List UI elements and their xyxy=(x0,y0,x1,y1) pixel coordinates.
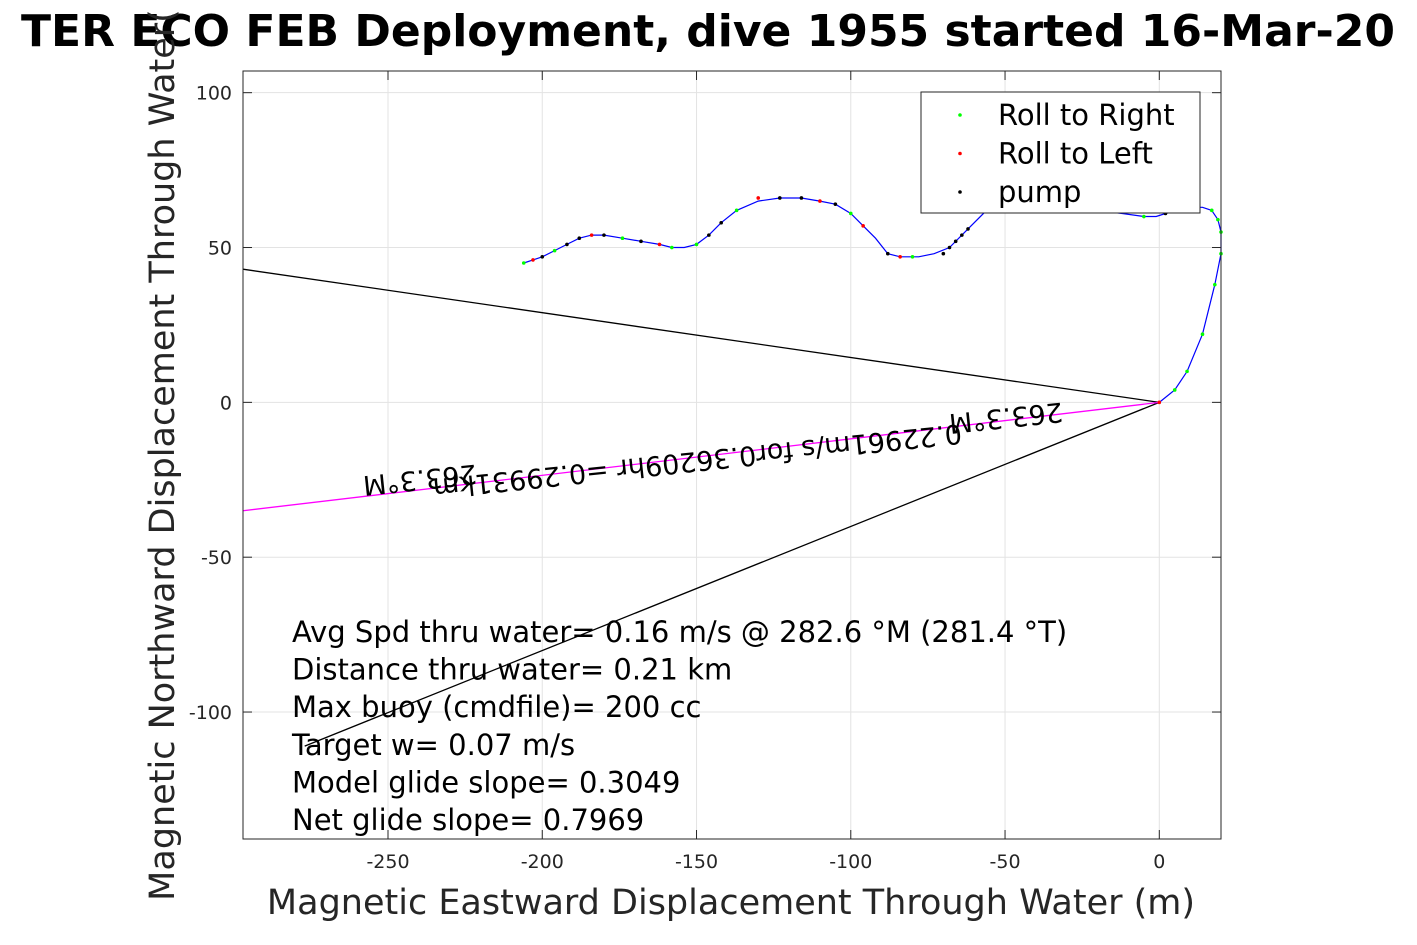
roll-left-point xyxy=(818,199,822,203)
x-tick-label: -200 xyxy=(521,851,564,873)
stats-line: Target w= 0.07 m/s xyxy=(291,728,575,762)
pump-point xyxy=(719,220,724,225)
roll-right-point xyxy=(734,208,739,213)
pump-point xyxy=(953,239,958,244)
legend-marker xyxy=(958,113,962,117)
pump-point xyxy=(565,242,569,247)
roll-left-point xyxy=(1157,400,1162,405)
stats-line: Model glide slope= 0.3049 xyxy=(292,765,680,799)
roll-right-point xyxy=(670,245,674,250)
legend-label: Roll to Right xyxy=(998,98,1175,132)
legend-marker xyxy=(958,190,962,194)
pump-point xyxy=(947,245,952,250)
roll-right-point xyxy=(620,236,625,241)
roll-left-point xyxy=(861,224,865,228)
roll-markers xyxy=(521,196,1223,405)
x-axis-label: Magnetic Eastward Displacement Through W… xyxy=(267,883,1195,923)
pump-point xyxy=(577,236,582,241)
x-tick-label: -50 xyxy=(990,851,1021,873)
roll-right-point xyxy=(1172,388,1177,392)
reference-line xyxy=(304,401,1160,747)
pump-point xyxy=(833,202,838,206)
roll-left-point xyxy=(898,255,902,259)
roll-left-point xyxy=(657,242,662,247)
y-tick-label: 100 xyxy=(196,83,232,105)
y-tick-label: 50 xyxy=(208,238,232,260)
stats-line: Distance thru water= 0.21 km xyxy=(292,653,732,687)
roll-right-point xyxy=(521,261,526,265)
pump-point xyxy=(639,239,643,244)
roll-left-point xyxy=(589,233,594,237)
legend-label: pump xyxy=(998,175,1081,209)
pump-point xyxy=(960,233,964,237)
roll-left-point xyxy=(756,196,761,200)
pump-point xyxy=(941,251,946,256)
reference-line xyxy=(242,401,1160,512)
pump-point xyxy=(540,255,545,259)
pump-point xyxy=(602,233,606,237)
roll-right-point xyxy=(552,248,557,253)
legend-label: Roll to Left xyxy=(998,137,1153,171)
pump-point xyxy=(707,233,711,237)
plot-frame xyxy=(242,70,1222,840)
pump-point xyxy=(886,251,890,256)
reference-line xyxy=(242,268,1160,403)
pump-point xyxy=(799,196,804,200)
roll-right-point xyxy=(1185,369,1189,374)
roll-right-point xyxy=(1200,332,1205,337)
legend[interactable]: Roll to Right Roll to Left pump xyxy=(920,91,1201,214)
roll-left-point xyxy=(531,258,535,262)
stats-text: Avg Spd thru water= 0.16 m/s @ 282.6 °M … xyxy=(291,615,1067,837)
pump-point xyxy=(966,227,970,231)
roll-right-point xyxy=(1142,214,1146,219)
roll-right-point xyxy=(694,242,699,247)
y-tick-label: -50 xyxy=(201,547,232,569)
y-tick-label: 0 xyxy=(220,392,232,414)
x-tick-label: 0 xyxy=(1153,851,1165,873)
y-tick-label: -100 xyxy=(189,702,232,724)
roll-right-point xyxy=(910,255,915,259)
chart-title: TER ECO FEB Deployment, dive 1955 starte… xyxy=(21,6,1395,57)
roll-right-point xyxy=(1209,208,1214,213)
y-axis-label: Magnetic Northward Displacement Through … xyxy=(143,9,183,901)
stats-line: Avg Spd thru water= 0.16 m/s @ 282.6 °M … xyxy=(292,615,1067,649)
x-tick-label: -250 xyxy=(366,851,409,873)
legend-marker xyxy=(958,151,962,156)
stats-line: Net glide slope= 0.7969 xyxy=(292,803,644,837)
pump-point xyxy=(778,196,782,200)
roll-right-point xyxy=(1216,217,1220,222)
axis-ticks: -250 -200 -150 -100 -50 0 -100 -50 0 50 100 xyxy=(189,71,1221,873)
roll-right-point xyxy=(848,211,853,216)
reference-lines xyxy=(242,268,1160,747)
stats-line: Max buoy (cmdfile)= 200 cc xyxy=(292,690,701,724)
roll-right-point xyxy=(1213,282,1217,287)
legend-box xyxy=(920,91,1201,214)
x-tick-label: -150 xyxy=(675,851,718,873)
x-tick-label: -100 xyxy=(829,851,872,873)
